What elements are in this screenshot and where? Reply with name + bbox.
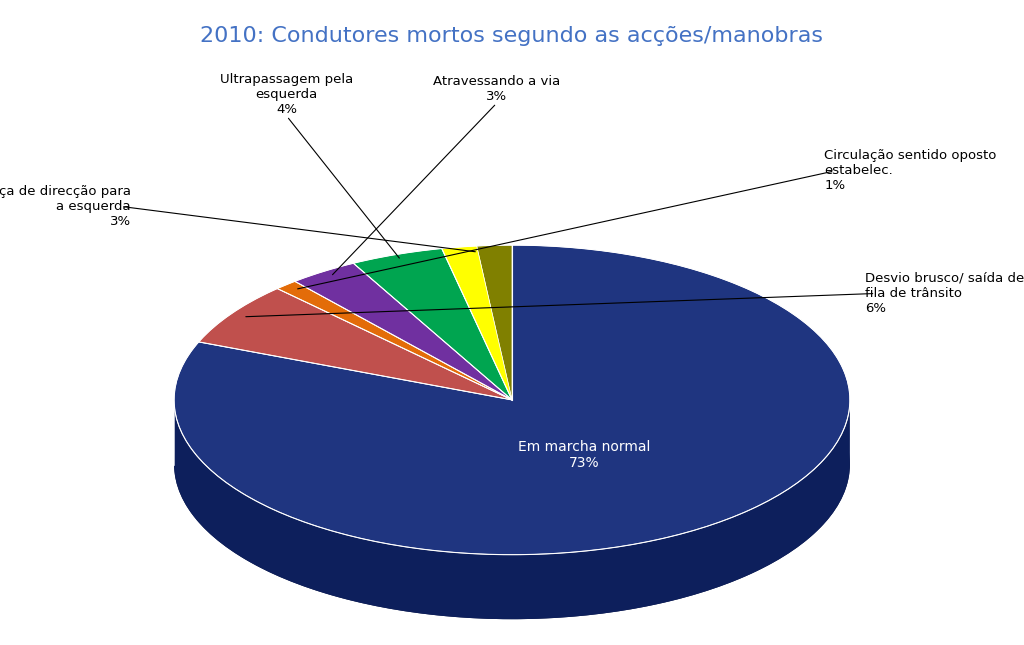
Text: Ultrapassagem pela
esquerda
4%: Ultrapassagem pela esquerda 4% (220, 73, 353, 116)
Polygon shape (174, 400, 850, 619)
Text: Circulação sentido oposto
estabelec.
1%: Circulação sentido oposto estabelec. 1% (824, 150, 996, 192)
Text: Mudança de direcção para
a esquerda
3%: Mudança de direcção para a esquerda 3% (0, 185, 131, 228)
Polygon shape (441, 246, 512, 400)
Polygon shape (353, 248, 512, 400)
Polygon shape (278, 281, 512, 400)
Text: Desvio brusco/ saída de
fila de trânsito
6%: Desvio brusco/ saída de fila de trânsito… (865, 272, 1024, 315)
Ellipse shape (174, 310, 850, 619)
Text: Em marcha normal
73%: Em marcha normal 73% (517, 440, 650, 470)
Text: Atravessando a via
3%: Atravessando a via 3% (433, 75, 560, 103)
Polygon shape (295, 263, 512, 400)
Polygon shape (199, 288, 512, 400)
Text: 2010: Condutores mortos segundo as acções/manobras: 2010: Condutores mortos segundo as acçõe… (201, 26, 823, 46)
Polygon shape (174, 245, 850, 555)
Polygon shape (477, 245, 512, 400)
